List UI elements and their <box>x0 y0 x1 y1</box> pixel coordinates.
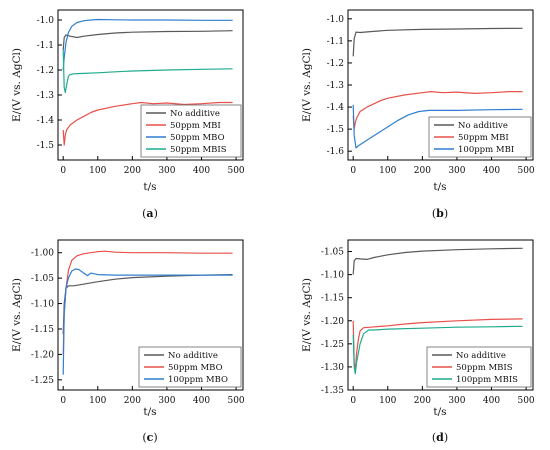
legend-label: No additive <box>458 121 508 131</box>
series-line-50ppm-mbo <box>62 18 233 71</box>
y-axis-title: E/(V vs. AgCl) <box>301 48 313 122</box>
x-tick-label: 500 <box>517 166 534 176</box>
legend-label: 50ppm MBO <box>170 133 225 143</box>
x-tick-label: 400 <box>193 396 210 406</box>
x-axis-title: t/s <box>433 406 446 418</box>
legend-label: No additive <box>456 351 506 361</box>
series-line-no-additive <box>352 247 523 275</box>
x-tick-label: 400 <box>483 166 500 176</box>
legend-label: 50ppm MBI <box>170 121 221 131</box>
y-tick-label: -1.1 <box>327 37 344 47</box>
series-line-100ppm-mbo <box>62 268 233 375</box>
y-tick-label: -1.25 <box>31 376 54 386</box>
x-tick-label: 300 <box>158 166 175 176</box>
legend-label: 100ppm MBO <box>168 375 228 385</box>
y-tick-label: -1.15 <box>31 325 54 335</box>
series-line-no-additive <box>352 27 523 57</box>
y-tick-label: -1.6 <box>327 147 345 157</box>
series-line-no-additive <box>62 30 233 51</box>
x-tick-label: 100 <box>89 396 106 406</box>
panel-caption: (c) <box>142 431 157 444</box>
y-tick-label: -1.2 <box>37 66 54 76</box>
y-tick-label: -1.05 <box>31 274 54 284</box>
legend-label: 50ppm MBO <box>168 363 223 373</box>
y-tick-label: -1.4 <box>37 116 55 126</box>
x-tick-label: 0 <box>60 166 66 176</box>
series-line-100ppm-mbis <box>352 325 523 375</box>
x-tick-label: 300 <box>448 396 465 406</box>
y-tick-label: -1.1 <box>37 41 54 51</box>
x-tick-label: 300 <box>448 166 465 176</box>
series-line-no-additive <box>62 274 233 335</box>
y-tick-label: -1.5 <box>37 141 55 151</box>
x-axis-title: t/s <box>143 181 156 193</box>
chart-panel-b: 0 100 200 300 400 500 -1.0 -1.1 -1.2 -1.3 -1.4 -1.5… <box>301 9 535 220</box>
series-line-50ppm-mbi <box>62 101 233 146</box>
series-line-100ppm-mbi <box>352 104 523 149</box>
panel-caption: (b) <box>432 207 448 220</box>
x-tick-label: 100 <box>379 396 396 406</box>
y-tick-label: -1.00 <box>31 249 54 259</box>
y-tick-label: -1.3 <box>37 91 55 101</box>
y-tick-label: -1.20 <box>321 317 344 327</box>
y-tick-label: -1.10 <box>321 271 344 281</box>
x-axis-title: t/s <box>433 181 446 193</box>
y-tick-label: -1.2 <box>327 59 344 69</box>
y-tick-label: -1.15 <box>321 294 344 304</box>
x-tick-label: 100 <box>379 166 396 176</box>
y-tick-label: -1.0 <box>37 16 55 26</box>
x-axis-title: t/s <box>143 406 156 418</box>
x-tick-label: 300 <box>158 396 175 406</box>
y-tick-label: -1.20 <box>31 350 54 360</box>
legend: No additive 50ppm MBI 100ppm MBI <box>428 116 532 158</box>
x-tick-label: 200 <box>124 396 141 406</box>
x-tick-label: 500 <box>227 166 244 176</box>
x-tick-label: 200 <box>414 396 431 406</box>
x-tick-label: 500 <box>517 396 534 406</box>
legend: No additive 50ppm MBO 100ppm MBO <box>138 346 242 388</box>
x-tick-label: 400 <box>193 166 210 176</box>
x-tick-label: 200 <box>124 166 141 176</box>
legend-label: 50ppm MBIS <box>456 363 513 373</box>
x-tick-label: 200 <box>414 166 431 176</box>
y-tick-label: -1.5 <box>327 125 345 135</box>
plot-frame <box>347 239 534 391</box>
y-tick-label: -1.4 <box>327 103 345 113</box>
x-tick-label: 0 <box>350 166 356 176</box>
legend-label: No additive <box>170 109 220 119</box>
y-tick-label: -1.25 <box>321 340 344 350</box>
y-axis-title: E/(V vs. AgCl) <box>11 278 23 352</box>
x-tick-label: 100 <box>89 166 106 176</box>
x-tick-label: 0 <box>350 396 356 406</box>
chart-panel-d: 0 100 200 300 400 500 -1.05 -1.10 -1.15 -1.20 -1.2… <box>301 239 535 444</box>
y-tick-label: -1.05 <box>321 248 344 258</box>
x-tick-label: 400 <box>483 396 500 406</box>
panel-caption: (a) <box>142 207 158 220</box>
y-tick-label: -1.10 <box>31 300 54 310</box>
y-axis-title: E/(V vs. AgCl) <box>301 278 313 352</box>
y-axis-title: E/(V vs. AgCl) <box>11 48 23 122</box>
chart-panel-c: 0 100 200 300 400 500 -1.00 -1.05 -1.10 -1.15 -1.2… <box>11 239 245 444</box>
y-tick-label: -1.3 <box>327 81 345 91</box>
legend-label: 50ppm MBIS <box>170 145 227 155</box>
x-tick-label: 0 <box>60 396 66 406</box>
y-tick-label: -1.0 <box>327 15 345 25</box>
series-line-50ppm-mbi <box>352 91 523 130</box>
legend: No additive 50ppm MBI 50ppm MBO 50ppm MBIS <box>140 104 242 158</box>
series-line-50ppm-mbo <box>62 250 233 355</box>
legend-label: 100ppm MBI <box>458 145 514 155</box>
chart-panel-a: 0 100 200 300 400 500 -1.0 -1.1 -1.2 -1.3 -1.4 -1.5… <box>11 9 245 220</box>
plot-frame <box>57 9 244 161</box>
x-tick-label: 500 <box>227 396 244 406</box>
series-line-50ppm-mbis <box>62 49 233 94</box>
legend-label: 50ppm MBI <box>458 133 509 143</box>
legend: No additive 50ppm MBIS 100ppm MBIS <box>426 346 532 388</box>
plot-frame <box>57 239 244 391</box>
legend-label: No additive <box>168 351 218 361</box>
panel-caption: (d) <box>432 431 448 444</box>
y-tick-label: -1.35 <box>321 386 344 396</box>
legend-label: 100ppm MBIS <box>456 375 518 385</box>
y-tick-label: -1.30 <box>321 363 344 373</box>
